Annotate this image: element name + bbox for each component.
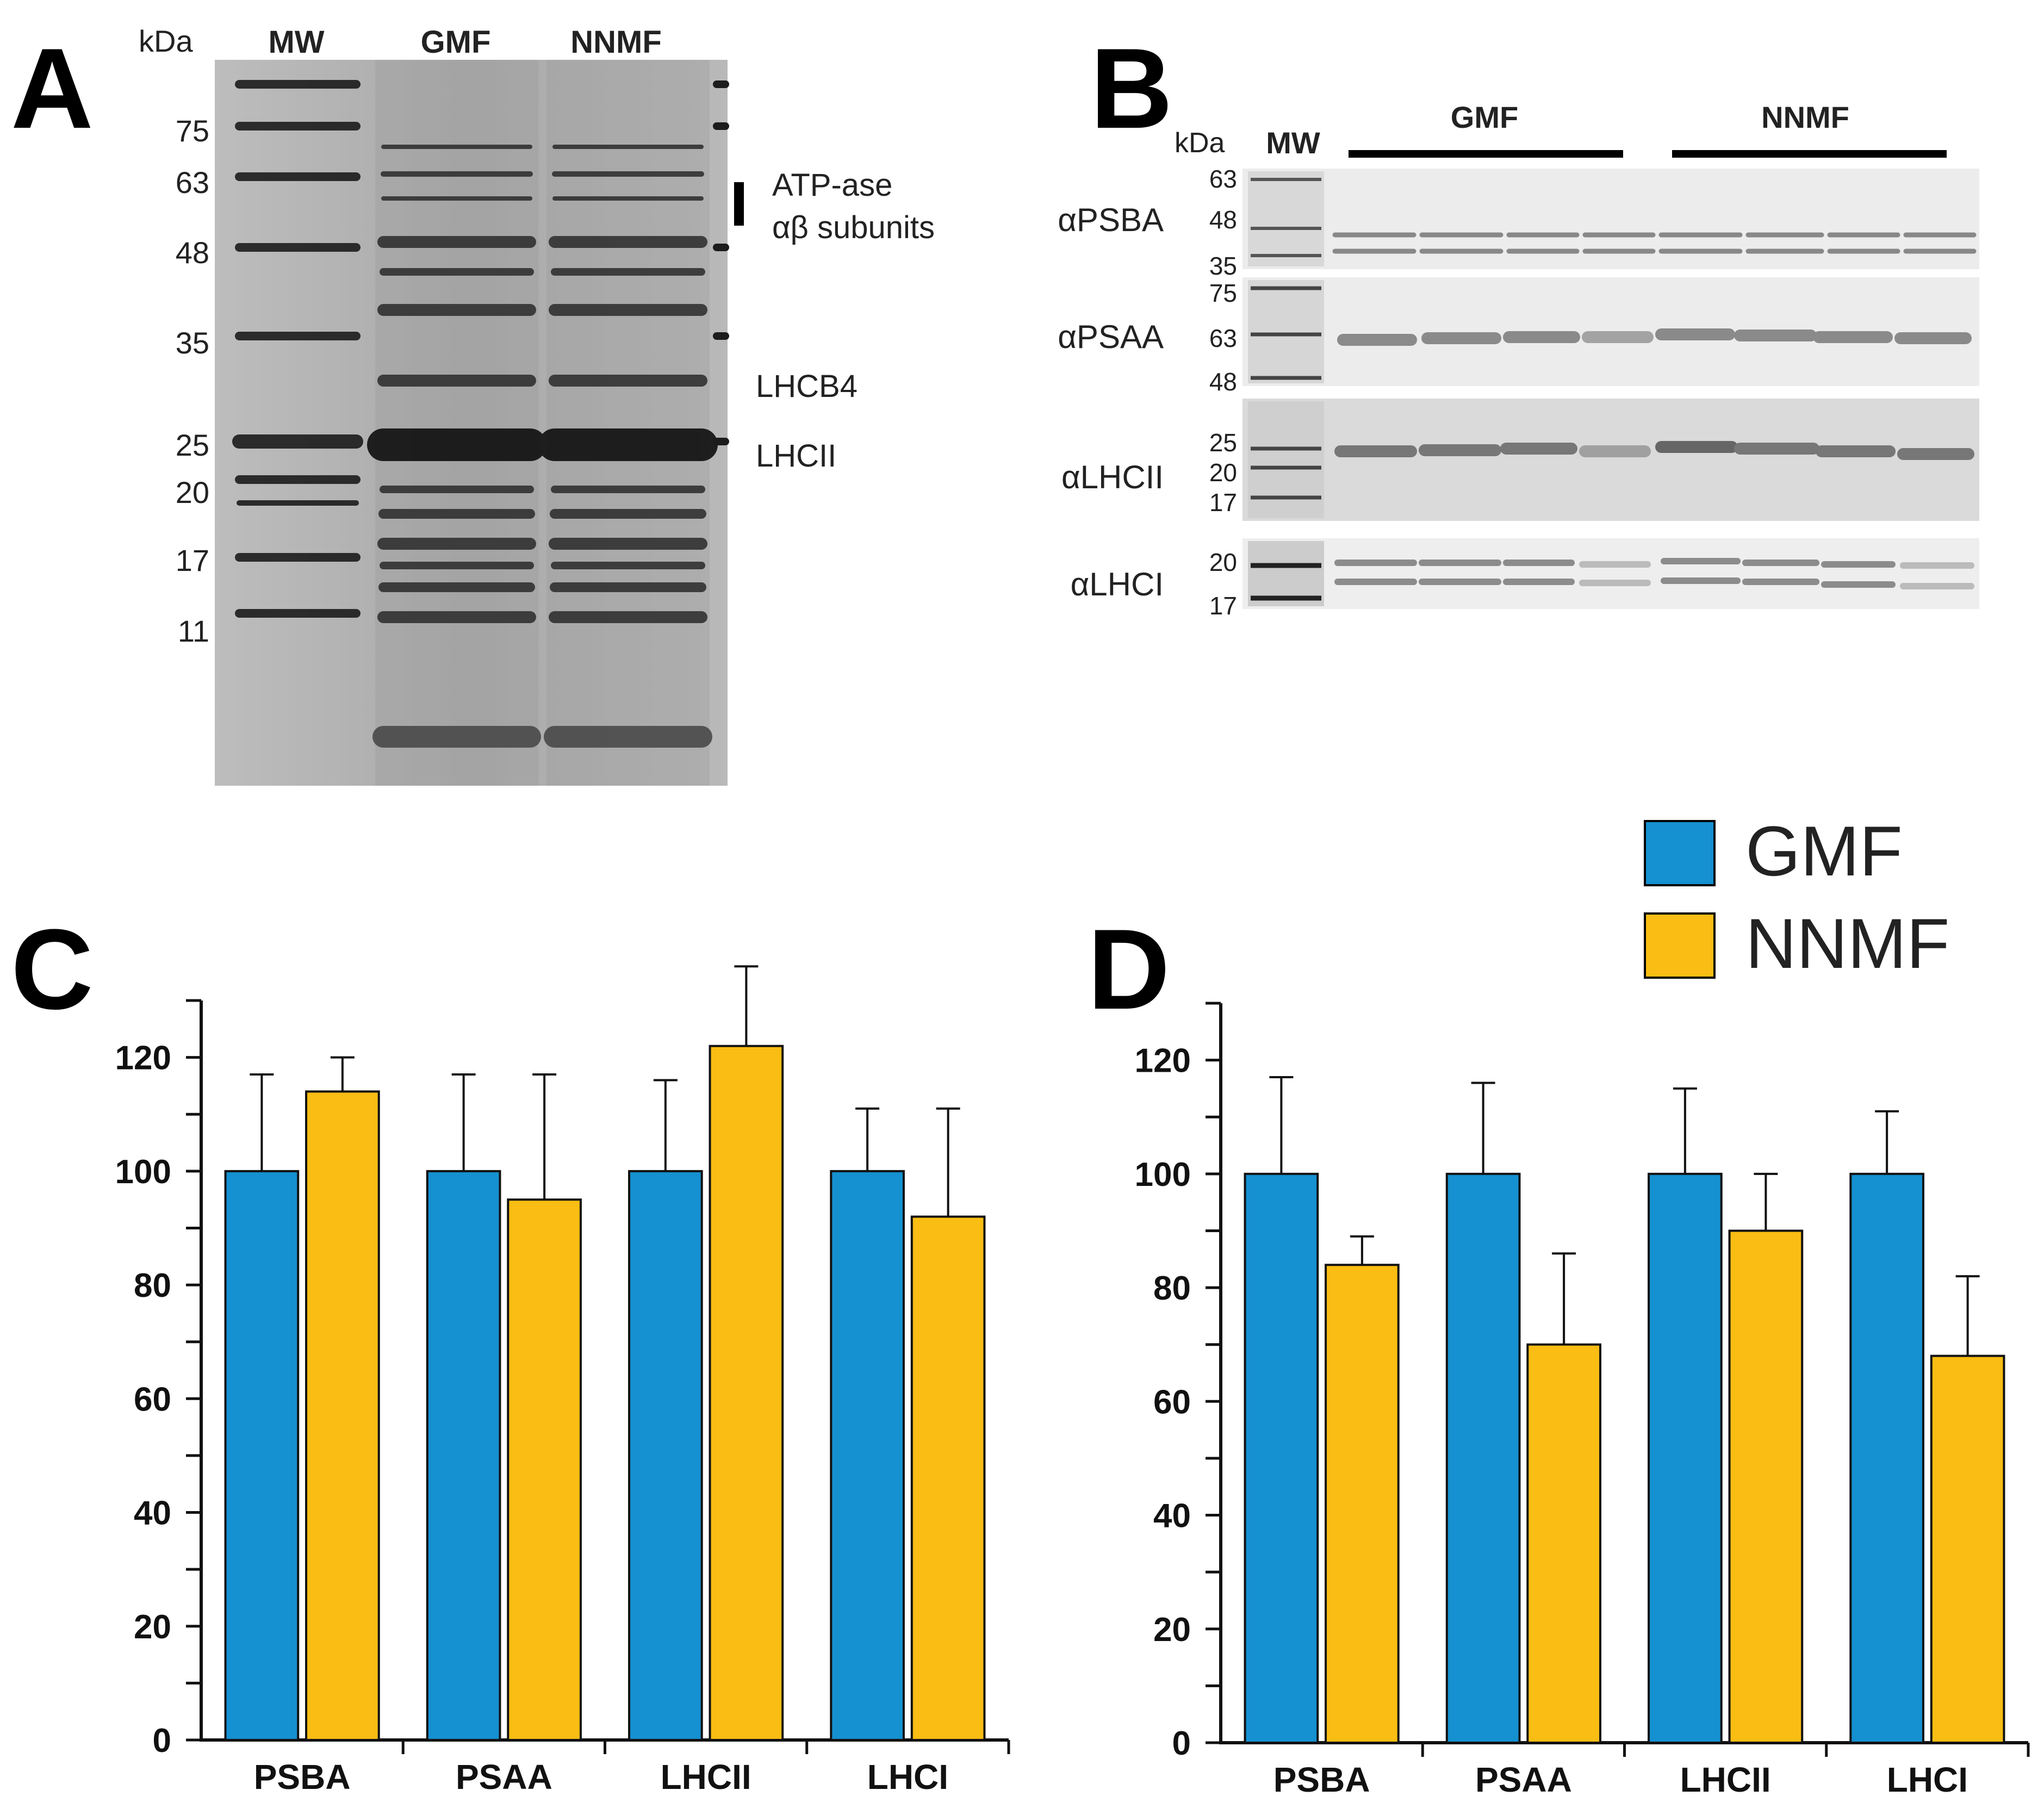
chart-c-x-tick-label: PSAA (456, 1757, 552, 1796)
atp-ase-bracket (734, 182, 744, 226)
gel-marker-17: 17 (176, 543, 209, 577)
chart-c-bar-gmf-psaa (426, 1170, 501, 1741)
panel-c-letter: C (11, 905, 94, 1033)
chart-c-y-tick-label: 80 (134, 1267, 171, 1304)
chart-d-x-tick-label: PSAA (1475, 1760, 1572, 1796)
chart-d-bar-nnmf-psba (1325, 1264, 1400, 1744)
chart-c-y-tick-label: 120 (115, 1040, 171, 1077)
annotation-atp-ase: ATP-ase (772, 167, 892, 203)
panel-a: A kDa MW GMF NNMF (11, 24, 935, 786)
chart-d-bar-gmf-lhci (1849, 1172, 1924, 1744)
panel-b-letter: B (1090, 24, 1173, 152)
blot-antibody-psaa: αPSAA (1058, 319, 1164, 355)
chart-c-y-tick-label: 40 (134, 1495, 171, 1532)
chart-c-y-tick-label: 60 (134, 1381, 171, 1418)
sds-page-gel (215, 60, 729, 786)
chart-d-y-tick-label: 120 (1135, 1042, 1191, 1080)
chart-c-bar-nnmf-lhci (910, 1215, 986, 1742)
legend-label-gmf: GMF (1745, 811, 1903, 891)
chart-c-bar-gmf-lhci (830, 1170, 905, 1741)
bar-chart-c: 0 20 40 60 80 100 120 PSBA PSAA LHCII LHCI (115, 965, 1010, 1796)
chart-c-y-tick-label: 0 (153, 1722, 171, 1760)
chart-c-x-tick-label: LHCI (867, 1757, 948, 1796)
gel-lane-header-mw: MW (268, 24, 324, 60)
chart-d-y-tick-label: 40 (1153, 1497, 1191, 1535)
gel-lane-header-gmf: GMF (421, 24, 491, 60)
blot-psba: αPSBA 63 48 35 (1058, 165, 1979, 280)
blot-group-header-gmf: GMF (1451, 100, 1518, 134)
gel-marker-35: 35 (176, 326, 209, 360)
annotation-ab-subunits: αβ subunits (772, 210, 935, 245)
legend-swatch-gmf (1644, 820, 1716, 886)
chart-d-y-tick-label: 100 (1135, 1156, 1191, 1194)
gel-marker-48: 48 (176, 235, 209, 270)
chart-d-y-tick-label: 80 (1153, 1270, 1191, 1307)
gel-marker-75: 75 (176, 114, 209, 148)
blot-lhcii-marker-17: 17 (1209, 488, 1237, 517)
gel-marker-25: 25 (176, 428, 209, 462)
chart-c-x-tick-label: LHCII (661, 1757, 751, 1796)
legend-label-nnmf: NNMF (1745, 904, 1949, 983)
blot-antibody-lhcii: αLHCII (1061, 459, 1164, 495)
blot-lhcii: αLHCII 25 20 17 (1061, 399, 1979, 521)
chart-d-bar-gmf-psba (1244, 1172, 1319, 1744)
bar-chart-d: 0 20 40 60 80 100 120 PSBA PSAA LHCII LHCI (1135, 1002, 2030, 1796)
chart-d-y-tick-label: 0 (1172, 1725, 1191, 1762)
blot-lhci-marker-20: 20 (1209, 548, 1237, 576)
nnmf-group-bar (1672, 150, 1947, 158)
blot-lhci-marker-17: 17 (1209, 592, 1237, 620)
chart-c-y-tick-label: 20 (134, 1608, 171, 1646)
blot-antibody-lhci: αLHCI (1071, 566, 1164, 602)
blot-psaa-marker-63: 63 (1209, 324, 1237, 352)
chart-d-x-tick-label: LHCII (1680, 1760, 1771, 1796)
blot-mw-header: MW (1266, 126, 1320, 160)
chart-c-bar-gmf-lhcii (628, 1170, 703, 1741)
chart-d-bar-gmf-lhcii (1648, 1172, 1723, 1744)
chart-d-bar-gmf-psaa (1445, 1172, 1521, 1744)
blot-lhcii-marker-25: 25 (1209, 428, 1237, 457)
blot-psba-marker-35: 35 (1209, 252, 1237, 280)
chart-c-bar-nnmf-psaa (507, 1198, 582, 1741)
blot-psaa-marker-75: 75 (1209, 279, 1237, 307)
gel-kda-label: kDa (139, 24, 193, 58)
blot-psaa: αPSAA 75 63 48 (1058, 277, 1979, 396)
chart-d-bar-nnmf-psaa (1526, 1343, 1601, 1744)
legend-swatch-nnmf (1644, 912, 1716, 979)
annotation-lhcii: LHCII (756, 438, 836, 474)
blot-psba-marker-48: 48 (1209, 206, 1237, 234)
blot-kda-label: kDa (1175, 127, 1225, 159)
chart-d-bar-nnmf-lhci (1930, 1354, 2005, 1744)
gmf-group-bar (1349, 150, 1623, 158)
chart-d-y-tick-label: 60 (1153, 1383, 1191, 1421)
blot-psba-marker-63: 63 (1209, 165, 1237, 193)
blot-antibody-psba: αPSBA (1058, 202, 1164, 238)
gel-marker-20: 20 (176, 475, 209, 509)
blot-psaa-marker-48: 48 (1209, 368, 1237, 396)
panel-d-letter: D (1088, 905, 1170, 1033)
gel-marker-63: 63 (176, 165, 209, 200)
chart-d-y-tick-label: 20 (1153, 1611, 1191, 1649)
chart-c-bar-nnmf-lhcii (709, 1045, 784, 1741)
legend: GMF NNMF (1644, 811, 1949, 983)
blot-group-header-nnmf: NNMF (1761, 100, 1849, 134)
chart-c-y-tick-label: 100 (115, 1153, 171, 1191)
annotation-lhcb4: LHCB4 (756, 369, 858, 404)
panel-a-letter: A (11, 24, 94, 152)
chart-d-x-tick-label: PSBA (1273, 1760, 1370, 1796)
chart-d-x-tick-label: LHCI (1887, 1760, 1968, 1796)
blot-lhci: αLHCI 20 17 (1071, 538, 1979, 620)
gel-marker-11: 11 (178, 614, 209, 648)
chart-d-bar-nnmf-lhcii (1728, 1229, 1804, 1744)
chart-c-x-tick-label: PSBA (254, 1757, 351, 1796)
panel-b: B kDa MW GMF NNMF αPSBA 63 48 35 (1058, 24, 1979, 620)
chart-c-bar-nnmf-psba (305, 1090, 380, 1741)
gel-lane-header-nnmf: NNMF (570, 24, 662, 60)
blot-lhcii-marker-20: 20 (1209, 458, 1237, 487)
chart-c-bar-gmf-psba (224, 1170, 300, 1741)
